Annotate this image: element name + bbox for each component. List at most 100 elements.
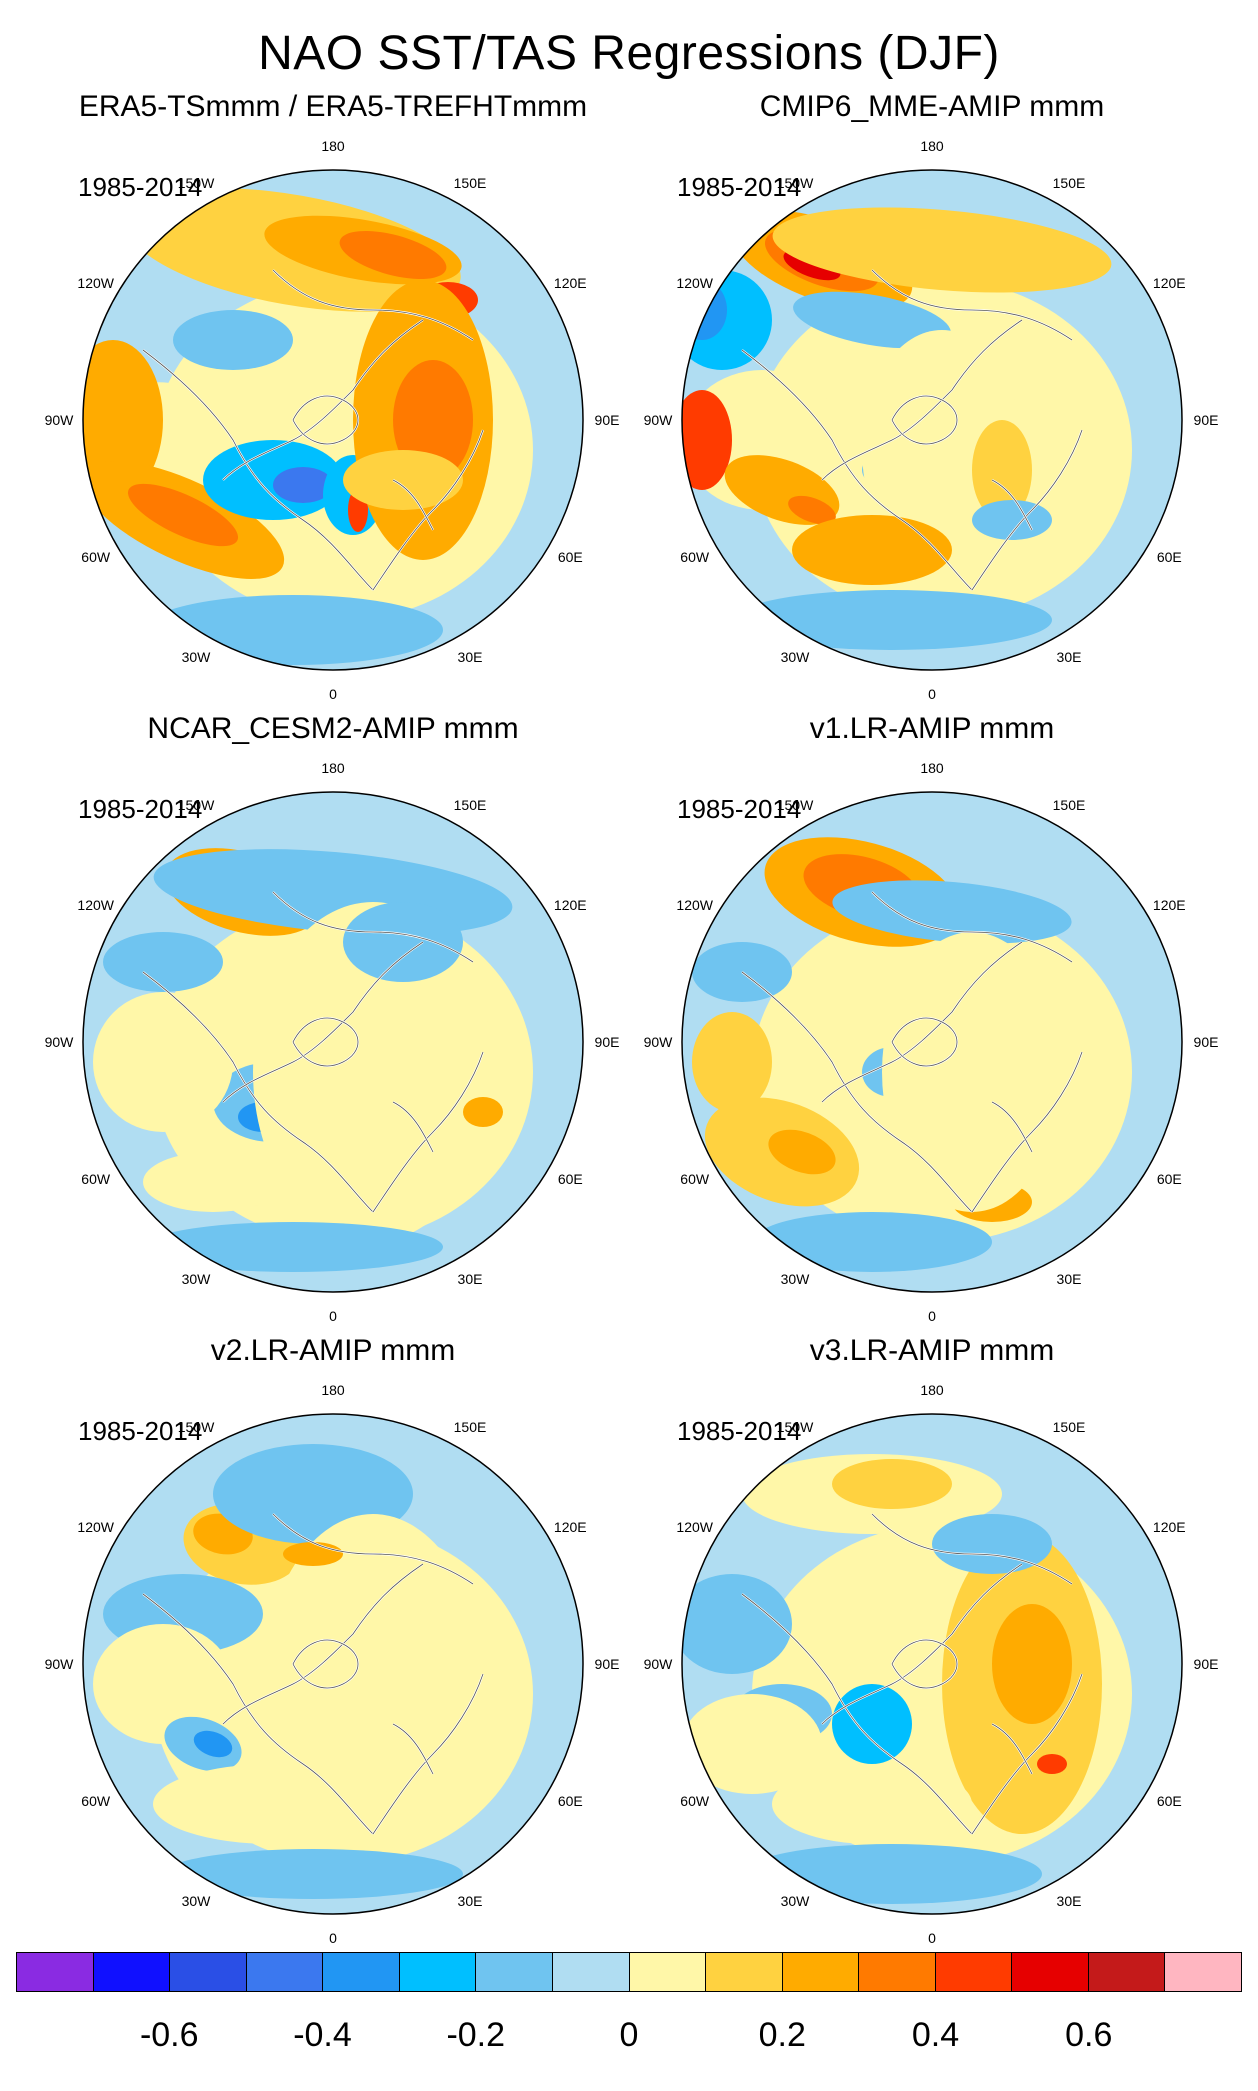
longitude-label: 150E [1052,174,1086,191]
colorbar-tick-label: 0.6 [1065,2016,1113,2054]
polar-map-v2 [82,1413,584,1915]
colorbar-swatch [1165,1953,1241,1991]
longitude-label: 150W [177,1418,215,1435]
panel-title: v1.LR-AMIP mmm [809,712,1055,745]
colorbar-swatch [476,1953,553,1991]
longitude-label: 60E [557,549,583,565]
coastline [971,429,1083,591]
coastline [741,971,973,1213]
longitude-label: 60W [680,549,710,565]
colorbar-swatch [859,1953,936,1991]
longitude-label: 90W [44,1656,74,1672]
longitude-label: 120W [676,275,713,291]
longitude-label: 180 [321,760,345,776]
coastline [292,1639,359,1689]
map-anomaly-region [772,1764,972,1844]
map-border [681,791,1183,1293]
coastline [821,319,1023,481]
map-anomaly-region [127,483,239,547]
colorbar-swatch [170,1953,247,1991]
figure-title: NAO SST/TAS Regressions (DJF) [258,27,1000,80]
map-anomaly-region [692,1012,772,1112]
map-border [681,169,1183,671]
map-anomaly-region [972,420,1032,520]
map-anomaly-region [153,1764,393,1844]
panel-title: v3.LR-AMIP mmm [809,1334,1055,1367]
map-anomaly-region [163,1849,463,1899]
panel-period: 1985-2014 [677,172,802,202]
longitude-label: 180 [920,760,944,776]
map-anomaly-region [793,291,951,349]
map-anomaly-region [1037,1754,1067,1774]
map-anomaly-region [193,1730,233,1758]
coastline [991,1101,1033,1153]
colorbar-swatch [1088,1953,1166,1991]
panel-title: CMIP6_MME-AMIP mmm [759,90,1105,123]
map-anomaly-region [343,450,463,510]
panel-period: 1985-2014 [677,1416,802,1446]
colorbar-tick-label: 0 [619,2016,639,2054]
map-anomaly-region [752,1212,992,1272]
longitude-label: 120E [1152,1519,1186,1535]
coastline [891,395,958,445]
longitude-label: 150W [177,174,215,191]
longitude-label: 30E [1056,649,1082,666]
longitude-label: 150E [453,174,487,191]
coastline [891,1017,958,1067]
coastline [392,1101,434,1153]
map-anomaly-region [273,467,333,503]
longitude-label: 30E [1056,1893,1082,1910]
map-anomaly-region [143,1222,443,1272]
colorbar-swatch [782,1953,860,1991]
map-anomaly-region [882,932,1062,1212]
longitude-label: 60W [81,549,111,565]
panel-period: 1985-2014 [677,794,802,824]
panel-title: NCAR_CESM2-AMIP mmm [147,712,519,745]
coastline [871,891,1073,963]
coastline [142,1593,374,1835]
longitude-label: 60W [680,1793,710,1809]
colorbar-swatch [629,1953,707,1991]
polar-map-cmip6 [681,169,1183,671]
longitude-label: 120W [77,897,114,913]
longitude-label: 30W [181,649,211,666]
longitude-label: 150W [177,796,215,813]
longitude-label: 60W [81,1171,111,1187]
longitude-label: 120W [676,897,713,913]
longitude-label: 180 [920,1382,944,1398]
map-anomaly-region [792,515,952,585]
colorbar-tick-label: 0.2 [758,2016,806,2054]
panel-period: 1985-2014 [78,794,203,824]
map-anomaly-region [173,310,293,370]
longitude-label: 120E [553,897,587,913]
polar-map-v3 [681,1413,1183,1915]
colorbar-tick-label: -0.4 [293,2016,352,2054]
map-anomaly-region [143,1152,283,1212]
colorbar-tick-label: 0.4 [911,2016,960,2054]
longitude-label: 90E [1193,1034,1219,1050]
map-anomaly-region [253,902,493,1242]
longitude-label: 90W [643,1656,673,1672]
longitude-label: 30W [780,649,810,666]
coastline [821,941,1023,1103]
longitude-label: 120W [77,1519,114,1535]
coastline [871,1513,1073,1585]
coastline [142,349,374,591]
colorbar-swatch [935,1953,1013,1991]
longitude-label: 90E [594,1656,620,1672]
longitude-label: 0 [329,686,337,702]
longitude-label: 150E [1052,1418,1086,1435]
coastline [392,479,434,531]
panel-period: 1985-2014 [78,172,203,202]
map-anomaly-region [393,360,473,480]
longitude-label: 0 [928,1930,936,1946]
map-anomaly-region [682,1694,822,1794]
coastline [272,891,474,963]
coastline [741,349,973,591]
colorbar-swatch [1012,1953,1089,1991]
map-anomaly-region [832,1459,952,1509]
coastline [222,319,424,481]
longitude-label: 30E [457,649,483,666]
coastline [991,1723,1033,1775]
map-anomaly-region [343,902,463,982]
